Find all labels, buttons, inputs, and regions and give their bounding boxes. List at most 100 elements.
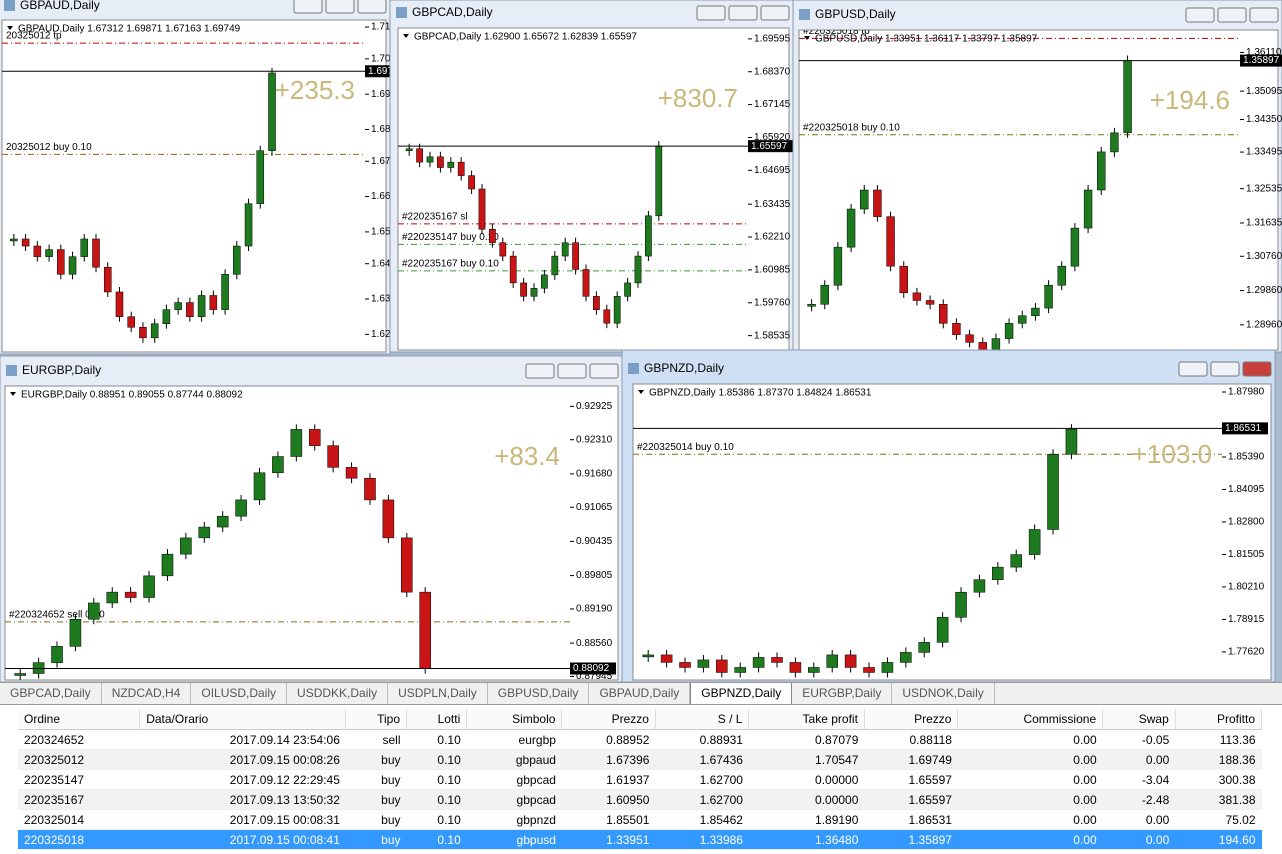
candle <box>642 654 654 658</box>
order-label: #220324652 sell 0.10 <box>9 609 105 620</box>
candle <box>124 591 137 598</box>
column-header[interactable]: Simbolo <box>466 709 563 730</box>
column-header[interactable]: Profitto <box>1175 709 1263 730</box>
column-header[interactable]: Swap <box>1102 709 1176 730</box>
y-tick-label: 1.77620 <box>1228 647 1265 658</box>
tab[interactable]: USDNOK,Daily <box>892 683 995 705</box>
tab[interactable]: NZDCAD,H4 <box>102 683 192 705</box>
candle <box>593 296 600 311</box>
column-header[interactable]: Commissione <box>957 709 1104 730</box>
tab[interactable]: GBPNZD,Daily <box>690 683 793 705</box>
window-close-button[interactable] <box>1249 7 1279 23</box>
y-tick-label: 0.91065 <box>576 502 613 513</box>
candle <box>51 646 63 663</box>
order-row[interactable]: 220325012 2017.09.15 00:08:26 buy 0.10 gbpau… <box>18 749 1262 770</box>
candle <box>221 274 229 310</box>
column-header[interactable]: Data/Orario <box>139 709 347 730</box>
cell: 1.70547 <box>748 749 865 770</box>
candle <box>197 295 206 317</box>
tab[interactable]: GBPUSD,Daily <box>488 683 590 705</box>
window-max-button[interactable] <box>1210 361 1240 377</box>
order-row[interactable]: 220235147 2017.09.12 22:29:45 buy 0.10 gbpca… <box>18 769 1262 790</box>
y-tick-label: 1.34350 <box>1246 114 1282 125</box>
order-label: #220325018 buy 0.10 <box>803 122 900 133</box>
window-max-button[interactable] <box>325 0 355 14</box>
y-tick-label: 1.28960 <box>1246 319 1282 330</box>
window-min-button[interactable] <box>1178 361 1208 377</box>
candle <box>69 618 82 647</box>
candle <box>489 229 496 243</box>
candle <box>150 323 159 339</box>
tab[interactable]: USDDKK,Daily <box>287 683 389 705</box>
window-title: EURGBP,Daily <box>22 363 101 377</box>
column-header[interactable]: Ordine <box>18 709 141 730</box>
order-row[interactable]: 220325014 2017.09.15 00:08:31 buy 0.10 gbpnz… <box>18 809 1262 830</box>
cell: 0.87079 <box>748 729 865 750</box>
y-tick-label: 1.65920 <box>754 132 791 143</box>
window-min-button[interactable] <box>525 363 555 379</box>
tab[interactable]: EURGBP,Daily <box>792 683 893 705</box>
column-header[interactable]: Lotti <box>406 709 468 730</box>
candle <box>216 515 229 528</box>
window-max-button[interactable] <box>1217 7 1247 23</box>
candle <box>419 591 431 669</box>
candle <box>162 309 171 324</box>
window-close-button[interactable] <box>589 363 619 379</box>
candle <box>447 161 455 168</box>
cell: gbpaud <box>466 749 562 770</box>
candle <box>235 499 247 517</box>
window-close-button[interactable] <box>760 5 790 21</box>
y-tick-label: 1.80210 <box>1228 582 1265 593</box>
cell: gbpcad <box>466 789 562 810</box>
candle <box>912 292 922 301</box>
candle <box>886 216 895 267</box>
y-tick-label: 0.91680 <box>576 469 613 480</box>
window-max-button[interactable] <box>557 363 587 379</box>
cell: 0.00 <box>957 769 1103 790</box>
window-max-button[interactable] <box>728 5 758 21</box>
column-header[interactable]: Prezzo <box>561 709 656 730</box>
window-min-button[interactable] <box>1185 7 1215 23</box>
candle <box>900 652 912 663</box>
y-tick-label: 1.681 <box>371 124 396 135</box>
cell: 2017.09.12 22:29:45 <box>139 769 346 790</box>
window-close-button[interactable] <box>1242 361 1272 377</box>
cell: 0.00 <box>957 809 1103 830</box>
cell: buy <box>345 769 407 790</box>
plot-bg <box>1 19 387 353</box>
y-tick-label: 1.58535 <box>754 330 791 341</box>
tab[interactable]: OILUSD,Daily <box>191 683 288 705</box>
tab[interactable]: GBPCAD,Daily <box>0 683 102 705</box>
cell: 1.65597 <box>864 789 958 810</box>
candle <box>401 537 413 593</box>
column-header[interactable]: Prezzo <box>864 709 959 730</box>
cell: 0.00 <box>957 789 1103 810</box>
candle <box>468 175 475 190</box>
order-row[interactable]: 220235167 2017.09.13 13:50:32 buy 0.10 gbpca… <box>18 789 1262 810</box>
candle <box>268 72 276 151</box>
column-header[interactable]: S / L <box>655 709 750 730</box>
candle <box>561 242 569 257</box>
cell: buy <box>345 809 407 830</box>
column-header[interactable]: Take profit <box>748 709 865 730</box>
cell: 1.85501 <box>561 809 656 830</box>
order-row[interactable]: 220324652 2017.09.14 23:54:06 sell 0.10 eurg… <box>18 729 1262 750</box>
chart-header: GBPCAD,Daily 1.62900 1.65672 1.62839 1.6… <box>414 32 637 43</box>
candle <box>180 537 192 555</box>
tab[interactable]: GBPAUD,Daily <box>589 683 691 705</box>
window-min-button[interactable] <box>293 0 323 14</box>
candle <box>881 662 894 673</box>
candle <box>863 667 875 673</box>
candle <box>290 429 303 457</box>
window-close-button[interactable] <box>357 0 387 14</box>
tab[interactable]: USDPLN,Daily <box>388 683 488 705</box>
window-min-button[interactable] <box>696 5 726 21</box>
candle <box>127 316 135 328</box>
cell: 113.36 <box>1175 729 1262 750</box>
column-header[interactable]: Tipo <box>345 709 408 730</box>
candle <box>186 302 194 317</box>
candle <box>405 148 413 151</box>
order-row[interactable]: 220325018 2017.09.15 00:08:41 buy 0.10 gbpus… <box>18 829 1262 850</box>
cell: 1.85462 <box>655 809 749 830</box>
candle <box>1065 428 1078 455</box>
